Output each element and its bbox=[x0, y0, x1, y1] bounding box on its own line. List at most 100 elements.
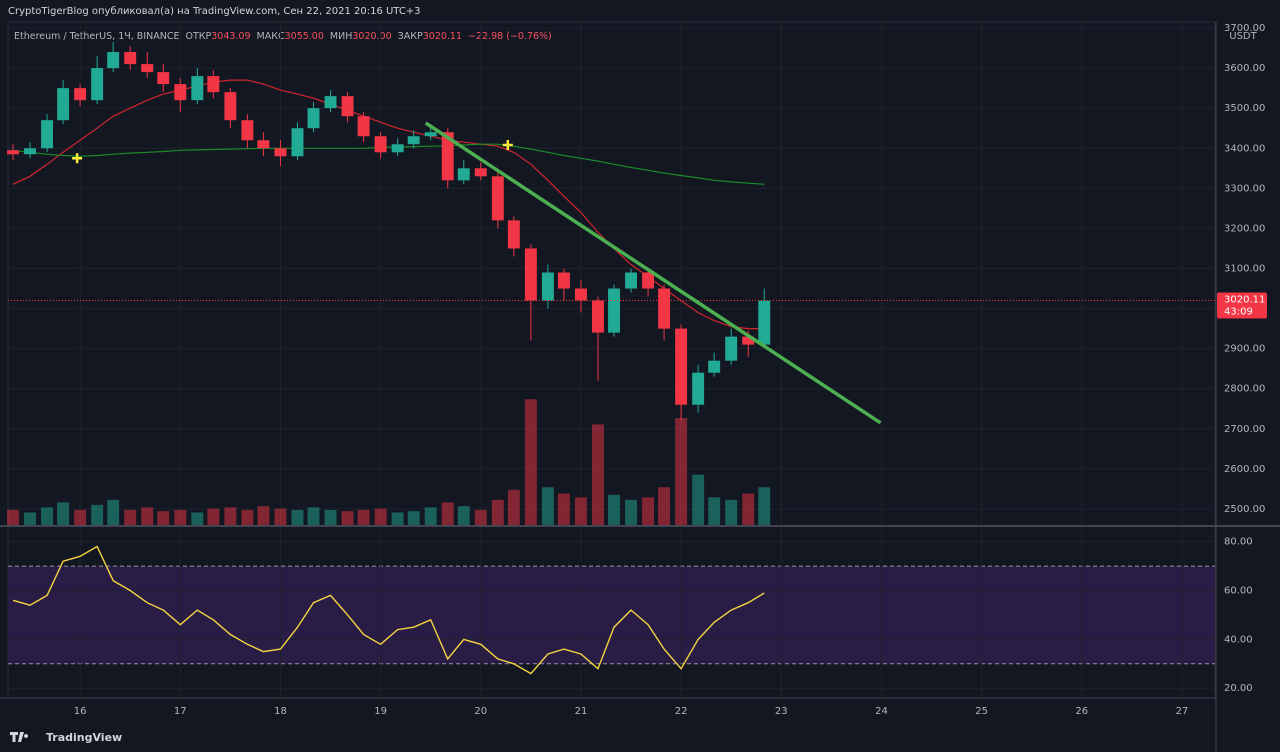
volume-bar bbox=[541, 487, 554, 525]
x-tick-label: 20 bbox=[474, 706, 487, 717]
candle-body bbox=[407, 136, 420, 145]
candle-body bbox=[557, 272, 570, 289]
cross-marker bbox=[72, 153, 83, 164]
volume-bar bbox=[642, 497, 655, 525]
legend-open: 3043.09 bbox=[211, 31, 250, 42]
volume-bar bbox=[675, 418, 688, 525]
volume-bar bbox=[191, 512, 204, 525]
legend-open-label: ОТКР bbox=[185, 31, 211, 42]
volume-bar bbox=[441, 502, 454, 525]
moving-average bbox=[12, 143, 765, 185]
trendline bbox=[424, 121, 882, 425]
volume-bar bbox=[7, 509, 19, 525]
x-tick-label: 23 bbox=[775, 706, 788, 717]
legend-change: −22.98 (−0.76%) bbox=[468, 31, 552, 42]
candle-body bbox=[708, 360, 721, 373]
candle-body bbox=[307, 108, 320, 129]
candle-body bbox=[107, 52, 120, 69]
candle-body bbox=[224, 92, 237, 121]
candle-body bbox=[74, 88, 87, 101]
volume-bar bbox=[107, 499, 120, 525]
y-tick-label: 3300.00 bbox=[1224, 183, 1265, 194]
volume-bar bbox=[524, 399, 537, 525]
volume-bar bbox=[557, 493, 570, 525]
price-tag-countdown: 43:09 bbox=[1224, 307, 1253, 318]
volume-bar bbox=[625, 499, 637, 525]
candle-body bbox=[574, 288, 587, 301]
candle-body bbox=[357, 116, 370, 137]
volume-bar bbox=[74, 509, 87, 525]
y-tick-label: 3700.00 bbox=[1224, 23, 1265, 34]
volume-bar bbox=[608, 494, 620, 525]
volume-bar bbox=[574, 497, 587, 525]
legend: Ethereum / TetherUS, 1Ч, BINANCE ОТКР3043… bbox=[14, 31, 552, 42]
footer-brand: TradingView bbox=[46, 731, 122, 744]
volume-bar bbox=[91, 504, 104, 525]
volume-bar bbox=[207, 508, 220, 525]
candle-body bbox=[541, 272, 554, 301]
volume-bar bbox=[374, 508, 387, 525]
candle-body bbox=[374, 136, 387, 153]
volume-bar bbox=[174, 509, 187, 525]
volume-bar bbox=[307, 507, 320, 525]
header-title: CryptoTigerBlog опубликовал(а) на Tradin… bbox=[8, 6, 421, 17]
candle-body bbox=[274, 148, 287, 157]
price-tag bbox=[1217, 292, 1267, 319]
candle-body bbox=[491, 176, 504, 221]
volume-bar bbox=[708, 497, 721, 525]
candle-body bbox=[742, 336, 755, 345]
rsi-tick-label: 40.00 bbox=[1224, 634, 1253, 645]
volume-bar bbox=[274, 508, 287, 525]
legend-low-label: МИН bbox=[330, 31, 352, 42]
x-tick-label: 21 bbox=[575, 706, 588, 717]
moving-average bbox=[12, 79, 765, 330]
legend-symbol: Ethereum / TetherUS, 1Ч, BINANCE bbox=[14, 31, 179, 42]
y-tick-label: 2600.00 bbox=[1224, 464, 1265, 475]
candle-body bbox=[157, 72, 170, 85]
volume-bar bbox=[491, 499, 504, 525]
candle-body bbox=[391, 144, 404, 153]
rsi-tick-label: 80.00 bbox=[1224, 537, 1253, 548]
volume-bar bbox=[257, 506, 270, 525]
volume-bar bbox=[357, 509, 370, 525]
candle-body bbox=[24, 148, 36, 155]
candle-body bbox=[257, 140, 270, 149]
y-tick-label: 3600.00 bbox=[1224, 63, 1265, 74]
x-tick-label: 27 bbox=[1176, 706, 1189, 717]
candle-body bbox=[424, 132, 437, 137]
candle-body bbox=[675, 328, 688, 405]
candle-body bbox=[91, 68, 104, 101]
volume-bar bbox=[224, 507, 237, 525]
candle-body bbox=[57, 88, 70, 121]
rsi-band bbox=[8, 566, 1215, 664]
volume-bar bbox=[474, 509, 487, 525]
candle-body bbox=[124, 52, 137, 65]
candle-body bbox=[608, 288, 620, 333]
x-tick-label: 26 bbox=[1075, 706, 1088, 717]
price-tag-price: 3020.11 bbox=[1224, 295, 1265, 306]
candle-body bbox=[41, 120, 54, 149]
volume-bar bbox=[592, 424, 604, 525]
volume-bar bbox=[658, 487, 671, 525]
x-tick-label: 19 bbox=[374, 706, 387, 717]
footer-logo bbox=[10, 732, 29, 742]
volume-bar bbox=[291, 509, 304, 525]
rsi-tick-label: 60.00 bbox=[1224, 586, 1253, 597]
candle-body bbox=[625, 272, 637, 289]
candle-body bbox=[291, 128, 304, 157]
volume-bar bbox=[725, 499, 738, 525]
candle-body bbox=[457, 168, 470, 181]
candle-body bbox=[758, 300, 771, 345]
legend-high: 3055.00 bbox=[285, 31, 324, 42]
volume-bar bbox=[124, 509, 137, 525]
x-tick-label: 17 bbox=[174, 706, 187, 717]
volume-bar bbox=[692, 474, 705, 525]
candle-body bbox=[592, 300, 604, 333]
volume-bar bbox=[407, 511, 420, 525]
candle-body bbox=[241, 120, 254, 141]
candle-body bbox=[341, 96, 354, 117]
cross-marker bbox=[502, 140, 513, 151]
volume-bar bbox=[141, 507, 154, 525]
legend-high-label: МАКС bbox=[257, 31, 285, 42]
